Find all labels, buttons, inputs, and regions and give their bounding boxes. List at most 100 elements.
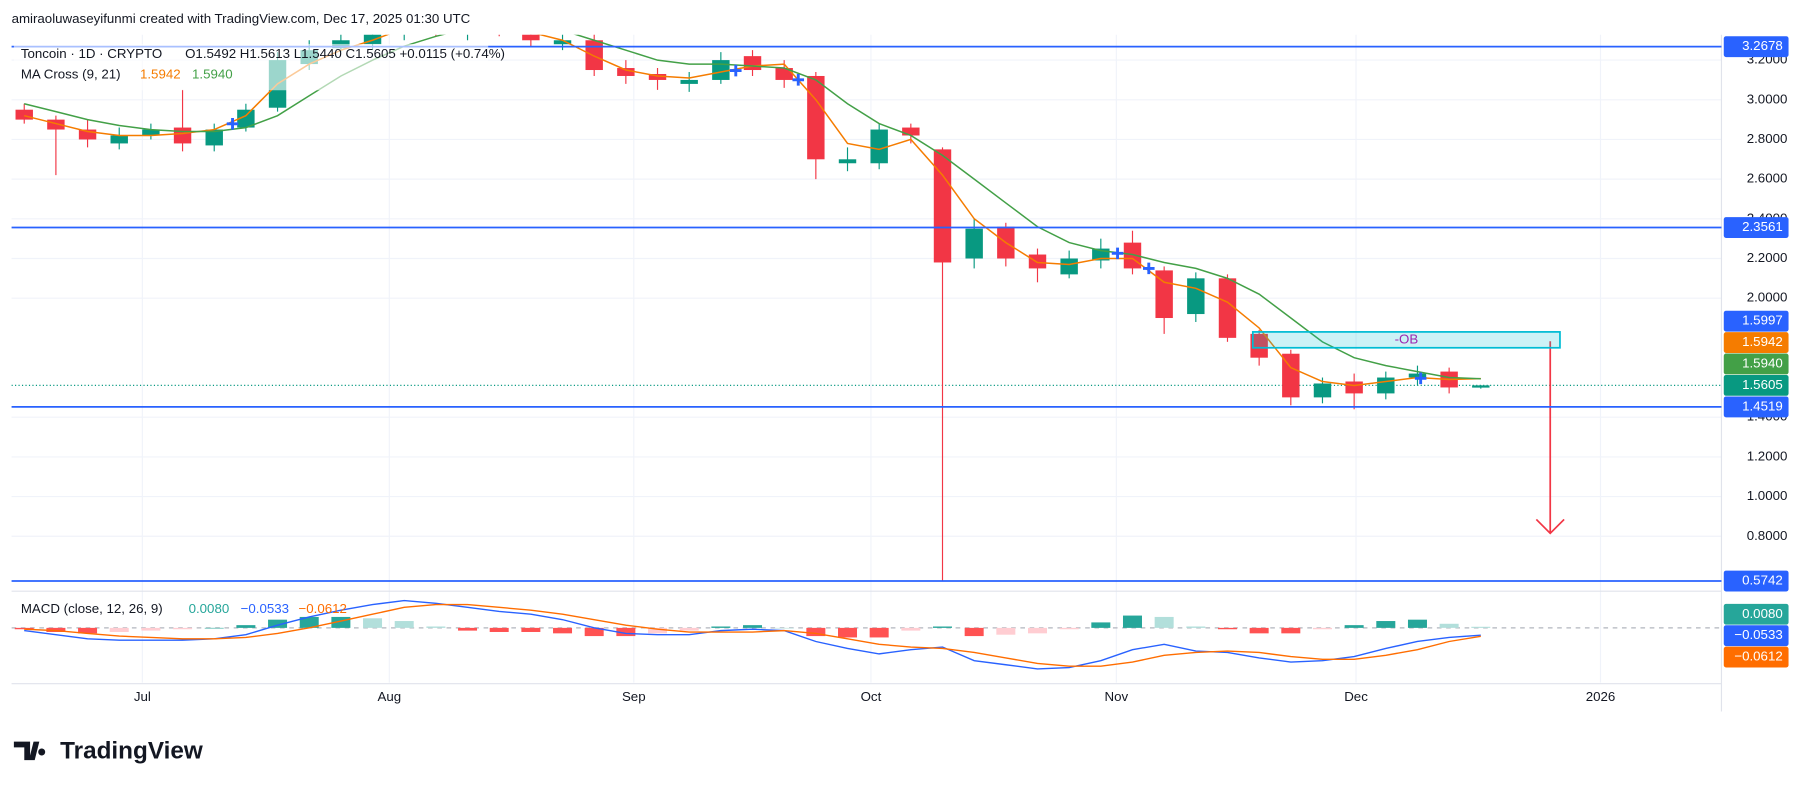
macd-histogram-bar xyxy=(616,627,636,637)
y-tick-label: 3.0000 xyxy=(1747,91,1788,106)
macd-histogram-bar xyxy=(933,626,953,628)
macd-histogram-bar xyxy=(1154,616,1174,628)
candle-body xyxy=(1345,381,1363,394)
x-tick-label: Jul xyxy=(134,689,151,704)
y-tick-label: 1.2000 xyxy=(1747,448,1788,463)
order-block-label: -OB xyxy=(1395,331,1419,346)
candle-body xyxy=(15,109,33,120)
candle-body xyxy=(838,159,857,164)
candle-body xyxy=(553,40,572,45)
macd-histogram-bar xyxy=(996,627,1016,635)
candle-body xyxy=(933,149,952,263)
price-badge-bg xyxy=(1723,310,1789,332)
cross-markers xyxy=(226,64,1427,385)
macd-histogram-bar xyxy=(648,627,668,634)
macd-histogram-bar xyxy=(1122,615,1142,628)
candle-body xyxy=(1092,248,1110,261)
macd-line-value: −0.0533 xyxy=(241,601,289,616)
x-tick-label: Dec xyxy=(1344,689,1368,704)
macd-histogram-bar xyxy=(774,627,794,629)
overlay: -OB xyxy=(11,45,1722,582)
candle-body xyxy=(680,79,698,84)
ma-fast-value: 1.5942 xyxy=(140,67,181,82)
candle-body xyxy=(617,68,635,76)
level-badge: 2.3561 xyxy=(1742,219,1783,234)
macd-histogram-bar xyxy=(1059,627,1079,630)
macd-histogram-bar xyxy=(1376,621,1396,628)
macd-histogram-bar xyxy=(1027,627,1047,634)
price-badge-bg xyxy=(1723,353,1789,375)
price-badge: 1.5997 xyxy=(1742,313,1783,328)
price-badge-bg xyxy=(1723,396,1789,418)
y-tick-label: 2.6000 xyxy=(1747,171,1788,186)
candle-body xyxy=(1313,383,1332,398)
macd-histogram-bar xyxy=(1091,622,1111,628)
y-tick-label: 2.2000 xyxy=(1747,250,1788,265)
macd-histogram-bar xyxy=(711,626,731,628)
y-tick-label: 0.8000 xyxy=(1747,528,1788,543)
y-tick-label: 1.0000 xyxy=(1747,488,1788,503)
macd-histogram-bar xyxy=(553,627,573,634)
price-badge: 1.5940 xyxy=(1742,355,1783,370)
level-badge-bg xyxy=(1723,36,1789,58)
macd-badge: 0.0080 xyxy=(1742,606,1783,621)
ma-slow-value: 1.5940 xyxy=(192,67,233,82)
macd-histogram-bar xyxy=(1312,627,1332,630)
macd-pane xyxy=(11,599,1722,670)
candle-body xyxy=(522,34,540,41)
candle-body xyxy=(205,129,223,146)
macd-badge-bg xyxy=(1723,625,1789,647)
candle-body xyxy=(78,129,97,140)
macd-histogram-bar xyxy=(1186,626,1206,628)
macd-histogram-bar xyxy=(838,627,858,638)
signal-line xyxy=(24,603,1481,667)
candle-body xyxy=(1187,278,1205,315)
candle-body xyxy=(142,129,160,136)
macd-histogram-bar xyxy=(806,627,826,637)
macd-histogram-bar xyxy=(869,627,889,638)
candle-body xyxy=(1377,377,1395,394)
macd-histogram-bar xyxy=(521,627,541,632)
grid xyxy=(11,34,1722,683)
candle-body xyxy=(1282,353,1300,398)
macd-histogram-bar xyxy=(1217,627,1237,630)
macd-histogram-bar xyxy=(679,627,699,631)
macd-histogram-bar xyxy=(458,627,478,631)
candle-body xyxy=(237,109,255,128)
macd-badge-bg xyxy=(1723,603,1789,625)
macd-histogram-bar xyxy=(489,627,509,632)
ohlc-legend: O1.5492 H1.5613 L1.5440 C1.5605 +0.0115 … xyxy=(185,46,505,61)
candle-body xyxy=(807,75,825,160)
candle-body xyxy=(1155,270,1173,319)
candle-body xyxy=(1218,278,1237,338)
macd-histogram-bar xyxy=(426,626,446,628)
macd-histogram-bar xyxy=(204,627,224,629)
macd-histogram-bar xyxy=(78,627,98,634)
macd-histogram-bar xyxy=(1249,627,1269,634)
candle-body xyxy=(648,73,667,80)
macd-histogram-bar xyxy=(46,627,66,632)
macd-histogram-bar xyxy=(299,616,319,628)
candle-body xyxy=(1472,385,1490,388)
candle-body xyxy=(173,127,192,144)
macd-histogram-bar xyxy=(1439,623,1459,628)
price-badge: 1.5942 xyxy=(1742,334,1783,349)
candle-body xyxy=(965,228,983,259)
candle-body xyxy=(902,127,920,136)
macd-histogram-bar xyxy=(1281,627,1301,634)
macd-histogram-bar xyxy=(964,627,984,637)
level-badge-bg xyxy=(1723,570,1789,592)
ma-line xyxy=(23,34,1481,380)
level-badge: 0.5742 xyxy=(1742,573,1783,588)
macd-histogram-bar xyxy=(363,618,383,628)
macd-histogram-bar xyxy=(584,627,604,637)
candle-body xyxy=(1250,333,1268,358)
candle-body xyxy=(110,135,128,144)
macd-hist-value: 0.0080 xyxy=(189,601,230,616)
price-badge-bg xyxy=(1723,332,1789,353)
candle-body xyxy=(585,40,603,71)
candle-body xyxy=(1060,258,1078,275)
macd-histogram-bar xyxy=(141,627,161,631)
